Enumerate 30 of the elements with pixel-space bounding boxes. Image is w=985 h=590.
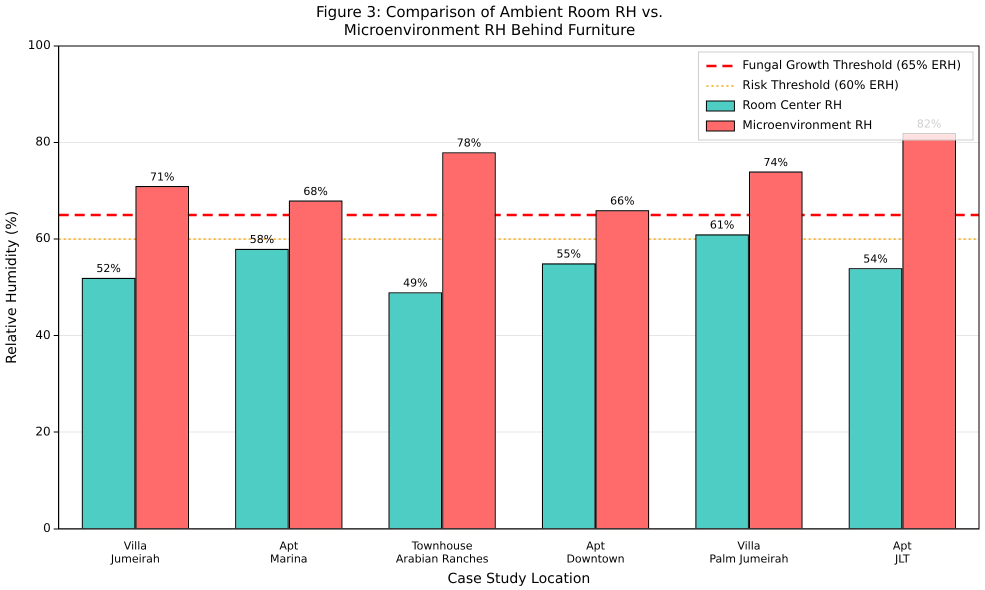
y-tick-label: 40 (35, 328, 51, 342)
chart-title: Figure 3: Comparison of Ambient Room RH vs. Microenvironment RH Behind Furniture (316, 2, 664, 39)
legend-label: Microenvironment RH (742, 118, 872, 132)
data-label: 49% (403, 276, 428, 290)
data-label: 55% (556, 248, 581, 261)
data-label: 61% (710, 218, 734, 232)
x-axis-title: Case Study Location (447, 571, 590, 588)
legend-label: Room Center RH (742, 98, 842, 112)
x-tick-label: Apt Downtown (566, 539, 625, 566)
x-tick-label: Villa Palm Jumeirah (709, 539, 789, 566)
legend-label: Fungal Growth Threshold (65% ERH) (742, 58, 962, 72)
data-label: 52% (96, 262, 121, 276)
data-label: 66% (610, 194, 635, 208)
y-tick-label: 100 (28, 38, 51, 52)
y-axis-title: Relative Humidity (%) (4, 210, 20, 364)
x-tick-label: Villa Jumeirah (110, 539, 160, 566)
y-tick-label: 60 (35, 231, 51, 246)
x-tick-label: Townhouse Arabian Ranches (396, 539, 489, 566)
data-label: 71% (150, 170, 174, 184)
data-label: 58% (250, 233, 274, 246)
y-tick-label: 0 (43, 520, 51, 535)
x-tick-label: Apt JLT (892, 539, 912, 566)
data-label: 54% (863, 252, 888, 266)
data-label: 68% (303, 184, 328, 198)
legend-label: Risk Threshold (60% ERH) (742, 78, 899, 92)
y-tick-label: 20 (35, 424, 51, 438)
data-label: 74% (764, 156, 788, 169)
y-tick-label: 80 (35, 134, 51, 149)
x-tick-label: Apt Marina (270, 539, 308, 566)
data-label: 78% (456, 136, 482, 150)
